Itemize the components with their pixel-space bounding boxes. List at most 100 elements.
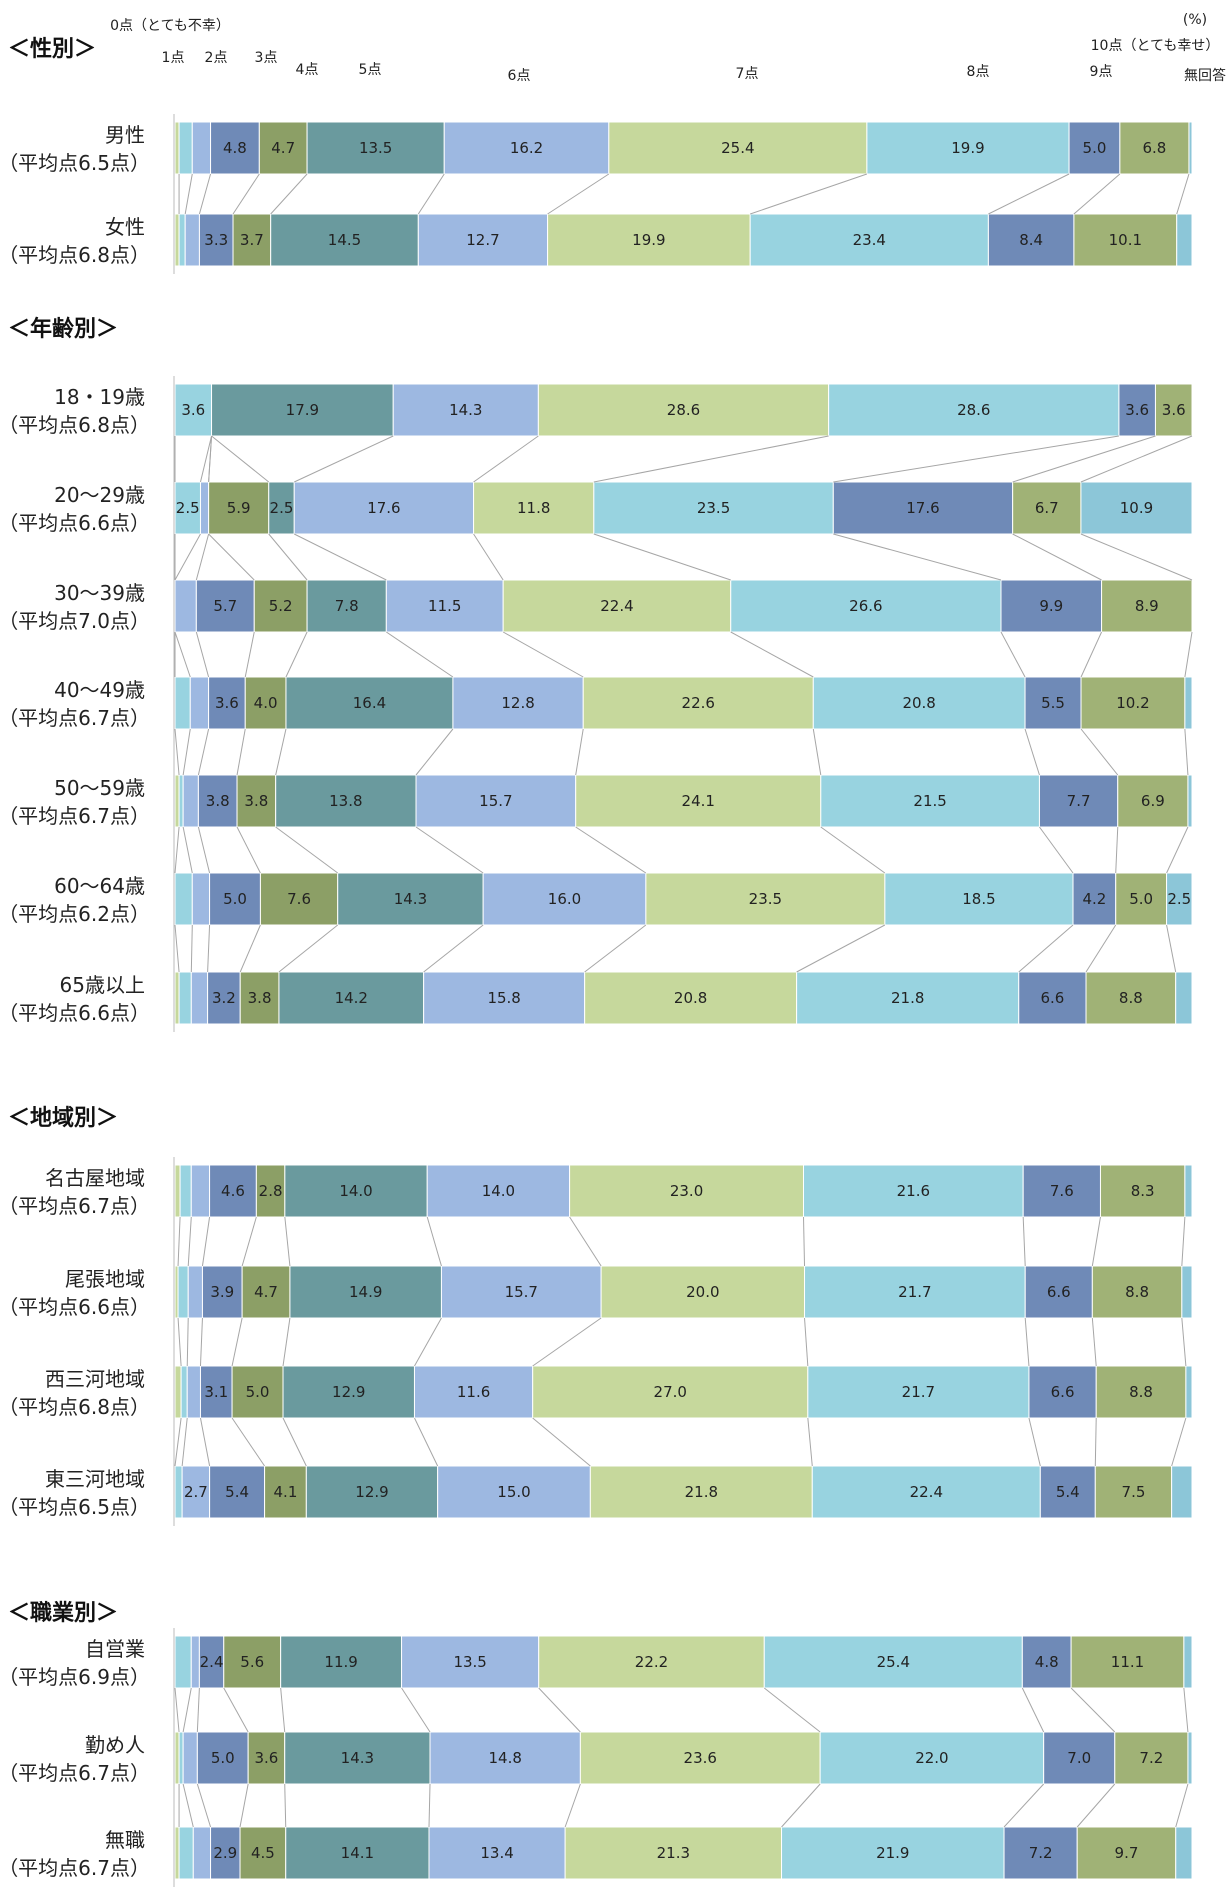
bar-segment <box>440 1265 602 1319</box>
connector-line <box>547 173 610 215</box>
bar-value-label: 9.9 <box>1039 597 1063 615</box>
row-average-label: （平均点6.5点） <box>0 1495 150 1519</box>
bar-value-label: 6.6 <box>1051 1383 1075 1401</box>
connector-line <box>231 1317 243 1367</box>
bar-segment <box>807 1365 1030 1419</box>
bar-value-label: 15.0 <box>497 1483 530 1501</box>
connector-line <box>502 631 584 678</box>
row-average-label: （平均点6.8点） <box>0 243 150 267</box>
connector-line <box>275 826 339 874</box>
bar-value-label: 4.6 <box>221 1182 245 1200</box>
bar-value-label: 15.7 <box>505 1283 538 1301</box>
bar-segment <box>1018 971 1087 1025</box>
connector-line <box>201 1216 211 1267</box>
connector-line <box>1024 1317 1030 1367</box>
connector-line <box>196 1783 212 1828</box>
bar-value-label: 12.7 <box>466 231 499 249</box>
bar-value-label: 20.0 <box>686 1283 719 1301</box>
bar-value-label: 21.6 <box>897 1182 930 1200</box>
connector-line <box>1003 1783 1045 1828</box>
connector-line <box>428 1783 431 1828</box>
connector-line <box>1183 1687 1189 1733</box>
connector-line <box>532 1417 591 1467</box>
bar-segment <box>208 676 246 730</box>
bar-value-label: 14.8 <box>488 1749 521 1767</box>
bar-segment <box>1012 481 1082 535</box>
bar-segment <box>239 1826 287 1880</box>
bar-segment <box>589 1465 813 1519</box>
row-label: 尾張地域 <box>65 1267 145 1291</box>
bar-value-label: 3.8 <box>244 792 268 810</box>
connector-line <box>174 728 180 776</box>
category-label: 3点 <box>255 50 278 66</box>
bar-segment <box>1184 1164 1193 1218</box>
bar-segment <box>423 971 586 1025</box>
connector-line <box>174 631 191 678</box>
connector-line <box>386 631 454 678</box>
chart-row: 尾張地域 （平均点6.6点） 3.9 4.7 14.9 15.7 20.0 21.7 6.6 8.… <box>0 1216 1193 1319</box>
bar-value-label: 8.8 <box>1119 989 1143 1007</box>
connector-line <box>730 631 814 678</box>
bar-segment <box>1076 1826 1177 1880</box>
bar-value-label: 21.7 <box>902 1383 935 1401</box>
bar-segment <box>178 1731 184 1785</box>
category-label: 4点 <box>296 62 319 78</box>
bar-value-label: 2.5 <box>270 499 294 517</box>
bar-value-label: 14.0 <box>339 1182 372 1200</box>
bar-value-label: 6.8 <box>1142 139 1166 157</box>
bar-value-label: 3.8 <box>206 792 230 810</box>
bar-value-label: 22.4 <box>910 1483 943 1501</box>
connector-line <box>417 173 445 215</box>
connector-line <box>1024 728 1040 776</box>
bar-segment <box>306 121 445 175</box>
bar-segment <box>174 774 180 828</box>
bar-segment <box>278 971 425 1025</box>
bar-segment <box>174 213 180 267</box>
row-average-label: （平均点6.2点） <box>0 902 150 926</box>
connector-line <box>199 435 213 483</box>
bar-value-label: 19.9 <box>632 231 665 249</box>
chart-row: 65歳以上 （平均点6.6点） 3.2 3.8 14.2 15.8 20.8 21.8 6.6 8… <box>0 924 1193 1025</box>
connector-line <box>280 1687 286 1733</box>
bar-value-label: 3.6 <box>255 1749 279 1767</box>
bar-value-label: 4.7 <box>271 139 295 157</box>
bar-value-label: 8.8 <box>1129 1383 1153 1401</box>
bar-segment <box>174 383 213 437</box>
connector-line <box>1018 924 1074 973</box>
bar-segment <box>569 1164 805 1218</box>
bar-value-label: 7.6 <box>287 890 311 908</box>
bar-value-label: 11.9 <box>324 1653 357 1671</box>
bar-segment <box>1166 872 1193 926</box>
bar-value-label: 6.6 <box>1040 989 1064 1007</box>
bar-value-label: 14.0 <box>482 1182 515 1200</box>
bar-segment <box>538 1635 765 1689</box>
bar-segment <box>285 676 454 730</box>
row-label: 男性 <box>105 123 145 147</box>
chart-row: 西三河地域 （平均点6.8点） 3.1 5.0 12.9 11.6 27.0 21.7 6.6 8… <box>0 1317 1193 1419</box>
bar-segment <box>182 774 199 828</box>
connector-line <box>177 1317 182 1367</box>
connector-line <box>284 1783 287 1828</box>
bar-value-label: 25.4 <box>721 139 754 157</box>
bar-value-label: 20.8 <box>674 989 707 1007</box>
bar-value-label: 6.9 <box>1141 792 1165 810</box>
bar-segment <box>1099 1164 1186 1218</box>
row-average-label: （平均点6.7点） <box>0 1856 150 1880</box>
bar-value-label: 14.2 <box>335 989 368 1007</box>
connector-line <box>820 826 886 874</box>
connector-line <box>1039 826 1074 874</box>
bar-segment <box>1072 872 1117 926</box>
row-average-label: （平均点6.5点） <box>0 151 150 175</box>
bar-value-label: 21.3 <box>657 1844 690 1862</box>
bar-value-label: 2.4 <box>200 1653 224 1671</box>
connector-line <box>174 924 180 973</box>
bar-value-label: 7.2 <box>1139 1749 1163 1767</box>
bar-segment <box>179 1164 192 1218</box>
connector-line <box>174 1687 180 1733</box>
bar-segment <box>1118 383 1156 437</box>
bar-segment <box>223 1635 282 1689</box>
connector-line <box>268 533 308 581</box>
bar-value-label: 5.0 <box>1083 139 1107 157</box>
bar-segment <box>730 579 1002 633</box>
